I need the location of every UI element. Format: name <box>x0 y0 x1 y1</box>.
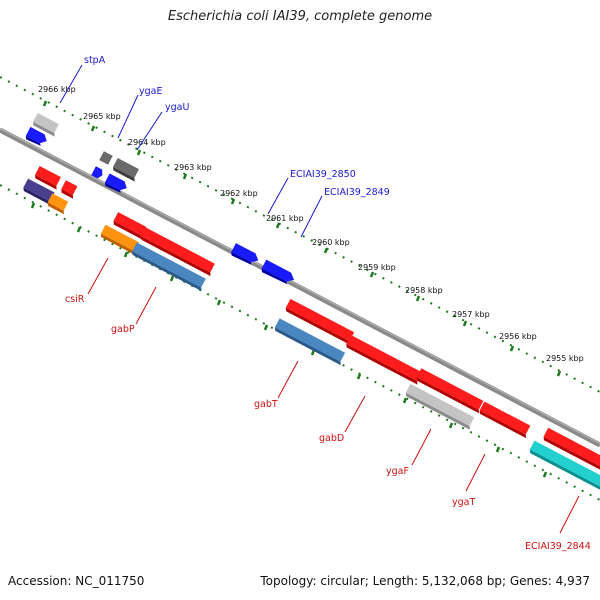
gene-arrow-ygaT[interactable] <box>478 401 532 439</box>
gene-arrow-purple[interactable] <box>22 178 56 205</box>
gene-label-gabT[interactable]: gabT <box>254 399 278 410</box>
gene-arrow-red[interactable] <box>542 427 600 472</box>
gene-arrow-red[interactable] <box>415 368 485 414</box>
gene-arrow-gabD[interactable] <box>345 334 424 385</box>
tick-label: 2964 kbp <box>128 138 166 147</box>
gene-arrow-ECIAI39_2850[interactable] <box>230 243 261 268</box>
gene-arrow-gabT[interactable] <box>274 318 347 366</box>
genome-backbone <box>0 127 600 448</box>
gene-arrow-csiR[interactable] <box>99 224 140 255</box>
gene-label-csiR[interactable]: csiR <box>65 294 85 305</box>
forward-major-ticks <box>42 100 562 377</box>
gene-label-gabP[interactable]: gabP <box>111 324 135 335</box>
reverse-leader-lines <box>87 257 580 534</box>
forward-leader-lines <box>59 64 323 238</box>
gene-label-ygaT[interactable]: ygaT <box>452 497 475 508</box>
tick-label: 2957 kbp <box>452 310 490 319</box>
reverse-major-ticks <box>30 202 548 478</box>
gene-label-ygaE[interactable]: ygaE <box>139 86 162 97</box>
gene-arrow-red[interactable] <box>140 227 217 277</box>
map-title: Escherichia coli IAI39, complete genome <box>167 9 433 24</box>
gene-arrow-ygaU[interactable] <box>112 157 141 182</box>
gene-arrow-red[interactable] <box>284 298 356 345</box>
gene-arrow-gabP[interactable] <box>131 242 208 292</box>
gene-arrow-blue[interactable] <box>24 126 49 148</box>
topology-text: Topology: circular; Length: 5,132,068 bp… <box>260 574 590 588</box>
tick-label: 2963 kbp <box>174 163 212 172</box>
tick-label: 2962 kbp <box>220 189 258 198</box>
gene-arrow-red[interactable] <box>34 165 63 190</box>
gene-label-ygaU[interactable]: ygaU <box>165 102 189 113</box>
tick-label: 2966 kbp <box>38 85 76 94</box>
tick-label: 2965 kbp <box>83 112 121 121</box>
gene-arrow-red[interactable] <box>112 212 148 240</box>
gene-label-ygaF[interactable]: ygaF <box>386 466 409 477</box>
reverse-genes <box>22 165 600 495</box>
gene-arrow-blue[interactable] <box>104 173 130 195</box>
tick-label: 2960 kbp <box>312 238 350 247</box>
tick-label: 2956 kbp <box>499 332 537 341</box>
accession-text: Accession: NC_011750 <box>8 574 145 588</box>
gene-arrow-ECIAI39_2844[interactable] <box>528 440 600 495</box>
forward-genes <box>24 112 296 287</box>
gene-arrow-ygaF[interactable] <box>404 383 476 430</box>
gene-label-gabD[interactable]: gabD <box>319 433 344 444</box>
gene-arrow-ECIAI39_2849[interactable] <box>260 259 296 287</box>
gene-label-stpA[interactable]: stpA <box>84 55 106 66</box>
tick-label: 2961 kbp <box>266 214 304 223</box>
tick-label: 2959 kbp <box>358 263 396 272</box>
tick-label: 2958 kbp <box>405 286 443 295</box>
gene-arrow-small-blue[interactable] <box>91 166 105 180</box>
tick-label: 2955 kbp <box>546 354 584 363</box>
gene-arrow-red[interactable] <box>60 180 79 199</box>
gene-arrow-orange[interactable] <box>46 193 70 215</box>
gene-arrow-stpA[interactable] <box>32 112 61 137</box>
gene-arrow-ygaE[interactable] <box>99 151 113 165</box>
gene-label-ECIAI39_2844[interactable]: ECIAI39_2844 <box>525 541 591 552</box>
forward-tick-track <box>0 76 600 393</box>
gene-label-ECIAI39_2850[interactable]: ECIAI39_2850 <box>290 169 356 180</box>
gene-label-ECIAI39_2849[interactable]: ECIAI39_2849 <box>324 187 390 198</box>
genome-backbone-highlight <box>0 128 600 444</box>
